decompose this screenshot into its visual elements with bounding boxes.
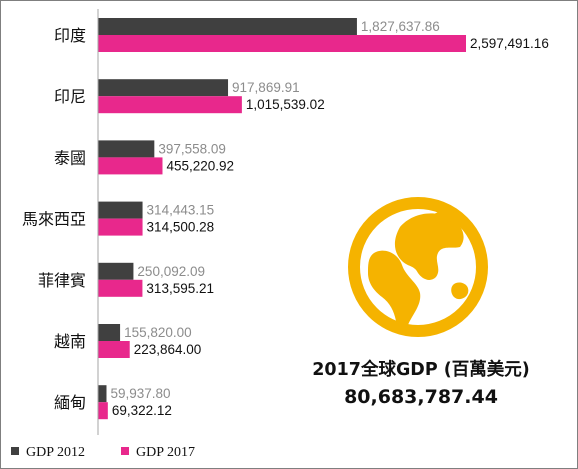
bar-2017: [98, 279, 143, 297]
bar-2017: [98, 96, 242, 114]
bar-2012: [98, 385, 107, 403]
summary-box: 2017全球GDP (百萬美元) 80,683,787.44: [283, 357, 559, 411]
data-label-2012: 155,820.00: [124, 325, 192, 340]
bar-2012: [98, 18, 357, 35]
category-label: 馬來西亞: [22, 210, 86, 229]
data-label-2012: 314,443.15: [147, 203, 215, 218]
legend-label-2017: GDP 2017: [136, 445, 195, 460]
data-label-2017: 314,500.28: [147, 220, 215, 235]
bar-2017: [98, 157, 163, 175]
category-label: 菲律賓: [38, 271, 86, 290]
bar-2012: [98, 140, 155, 158]
legend-swatch-2012: [11, 447, 19, 455]
category-label: 緬甸: [54, 393, 86, 412]
data-label-2017: 2,597,491.16: [470, 36, 549, 51]
data-label-2017: 1,015,539.02: [246, 97, 325, 112]
data-label-2012: 59,937.80: [110, 386, 170, 401]
category-label: 泰國: [54, 148, 86, 167]
data-label-2012: 1,827,637.86: [361, 19, 440, 34]
data-label-2012: 397,558.09: [158, 141, 226, 156]
data-label-2017: 223,864.00: [134, 342, 202, 357]
data-label-2017: 455,220.92: [166, 158, 234, 173]
category-label: 印尼: [54, 87, 86, 106]
data-label-2012: 250,092.09: [137, 264, 205, 279]
bar-2012: [98, 262, 134, 280]
bar-2017: [98, 218, 143, 236]
summary-value: 80,683,787.44: [344, 386, 498, 408]
data-label-2017: 69,322.12: [112, 403, 172, 418]
category-label: 印度: [54, 26, 86, 45]
globe-icon: [348, 197, 488, 337]
bar-2017: [98, 341, 130, 358]
legend-swatch-2017: [121, 447, 129, 455]
bar-2017: [98, 402, 108, 420]
bar-2012: [98, 324, 121, 341]
legend-label-2012: GDP 2012: [26, 445, 85, 460]
summary-title: 2017全球GDP (百萬美元): [312, 360, 530, 380]
bar-2012: [98, 201, 143, 219]
bar-2012: [98, 79, 229, 97]
data-label-2012: 917,869.91: [232, 80, 300, 95]
data-label-2017: 313,595.21: [146, 281, 214, 296]
bar-2017: [98, 35, 466, 52]
category-label: 越南: [54, 332, 86, 351]
